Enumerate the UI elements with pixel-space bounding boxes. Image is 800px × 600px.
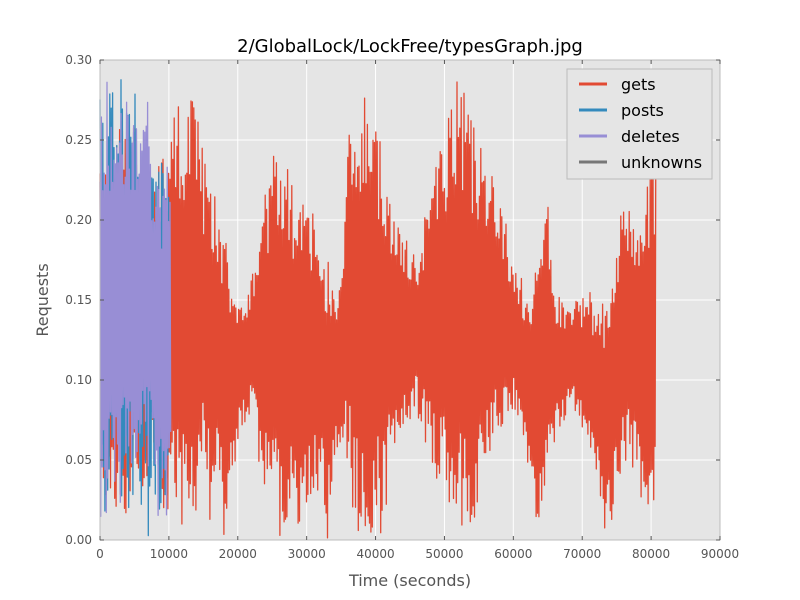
y-axis-ticks: 0.00 0.05 0.10 0.15 0.20 0.25 0.30 — [65, 53, 720, 547]
x-tick-label: 10000 — [150, 547, 188, 561]
x-tick-label: 70000 — [563, 547, 601, 561]
x-tick-label: 50000 — [425, 547, 463, 561]
x-tick-label: 30000 — [288, 547, 326, 561]
series-line-gets — [99, 81, 657, 539]
y-axis-label: Requests — [33, 263, 52, 336]
x-tick-label: 60000 — [494, 547, 532, 561]
x-tick-label: 80000 — [632, 547, 670, 561]
legend-label-deletes: deletes — [621, 127, 680, 146]
chart-title: 2/GlobalLock/LockFree/typesGraph.jpg — [237, 36, 583, 57]
series-line-deletes — [99, 81, 172, 517]
legend-label-gets: gets — [621, 75, 656, 94]
legend: gets posts deletes unknowns — [566, 68, 713, 180]
y-tick-label: 0.00 — [65, 533, 92, 547]
y-tick-label: 0.05 — [65, 453, 92, 467]
y-tick-label: 0.10 — [65, 373, 92, 387]
y-tick-label: 0.20 — [65, 213, 92, 227]
legend-label-posts: posts — [621, 101, 664, 120]
y-tick-label: 0.30 — [65, 53, 92, 67]
x-tick-label: 90000 — [701, 547, 739, 561]
x-axis-ticks: 0 10000 20000 30000 40000 50000 60000 70000 8000… — [96, 60, 739, 561]
series-layer — [99, 79, 657, 539]
y-tick-label: 0.15 — [65, 293, 92, 307]
x-tick-label: 0 — [96, 547, 104, 561]
y-tick-label: 0.25 — [65, 133, 92, 147]
legend-label-unknowns: unknowns — [621, 153, 702, 172]
x-tick-label: 40000 — [356, 547, 394, 561]
x-axis-label: Time (seconds) — [348, 571, 471, 590]
x-tick-label: 20000 — [219, 547, 257, 561]
